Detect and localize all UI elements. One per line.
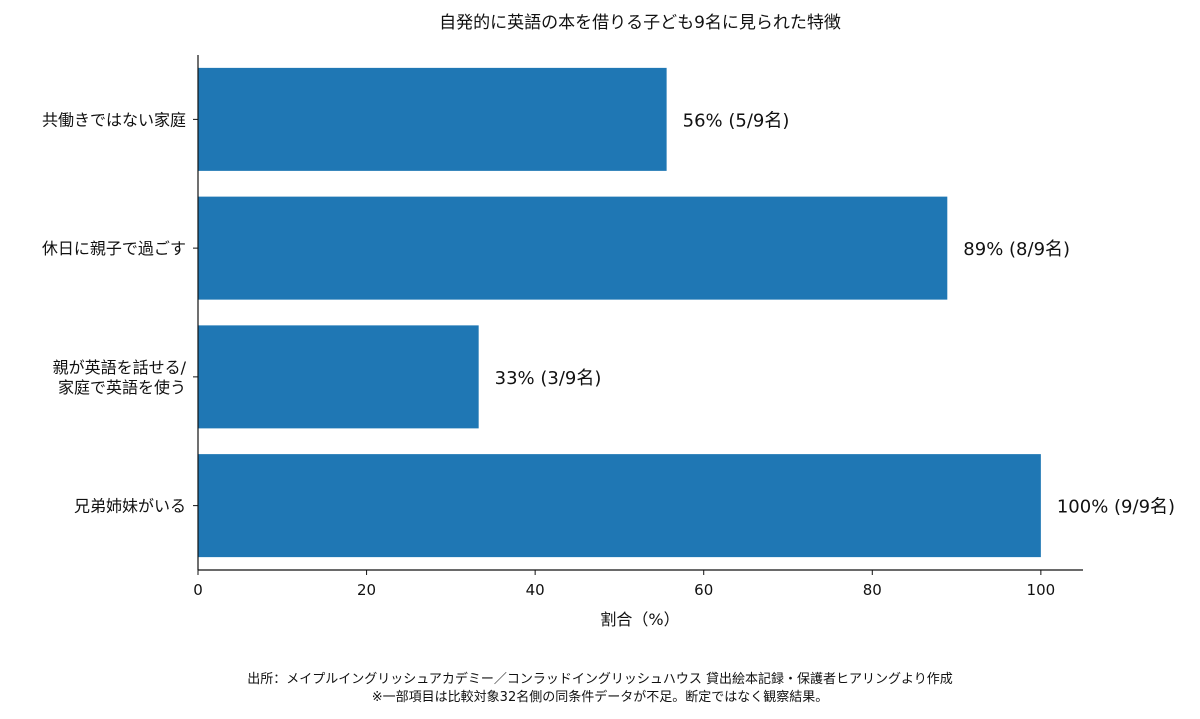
x-tick-label: 60 xyxy=(694,581,713,599)
chart-title: 自発的に英語の本を借りる子ども9名に見られた特徴 xyxy=(439,13,841,33)
data-label: 89% (8/9名) xyxy=(963,239,1070,260)
x-tick-label: 100 xyxy=(1027,581,1056,599)
category-label: 家庭で英語を使う xyxy=(58,378,186,397)
x-tick-label: 0 xyxy=(193,581,203,599)
x-axis-title: 割合（%） xyxy=(600,610,679,629)
category-label: 親が英語を話せる/ xyxy=(53,358,187,377)
data-label: 33% (3/9名) xyxy=(495,368,602,389)
source-note: 出所：メイプルイングリッシュアカデミー／コンラッドイングリッシュハウス 貸出絵本… xyxy=(247,672,953,687)
data-label: 100% (9/9名) xyxy=(1057,497,1175,518)
bar xyxy=(198,325,479,429)
bar xyxy=(198,196,948,300)
category-label: 共働きではない家庭 xyxy=(42,110,186,129)
category-label: 兄弟姉妹がいる xyxy=(74,497,186,516)
x-tick-label: 80 xyxy=(863,581,882,599)
data-label: 56% (5/9名) xyxy=(683,110,790,131)
bar xyxy=(198,67,667,171)
caveat-note: ※一部項目は比較対象32名側の同条件データが不足。断定ではなく観察結果。 xyxy=(371,690,829,705)
axes-group: 共働きではない家庭休日に親子で過ごす親が英語を話せる/家庭で英語を使う兄弟姉妹が… xyxy=(42,55,1083,599)
category-label: 休日に親子で過ごす xyxy=(42,239,186,258)
x-tick-label: 40 xyxy=(526,581,545,599)
bar xyxy=(198,454,1041,558)
bars-group: 56% (5/9名) 89% (8/9名) 33% (3/9名) 100% (9/9名… xyxy=(198,67,1175,558)
x-tick-label: 20 xyxy=(357,581,376,599)
